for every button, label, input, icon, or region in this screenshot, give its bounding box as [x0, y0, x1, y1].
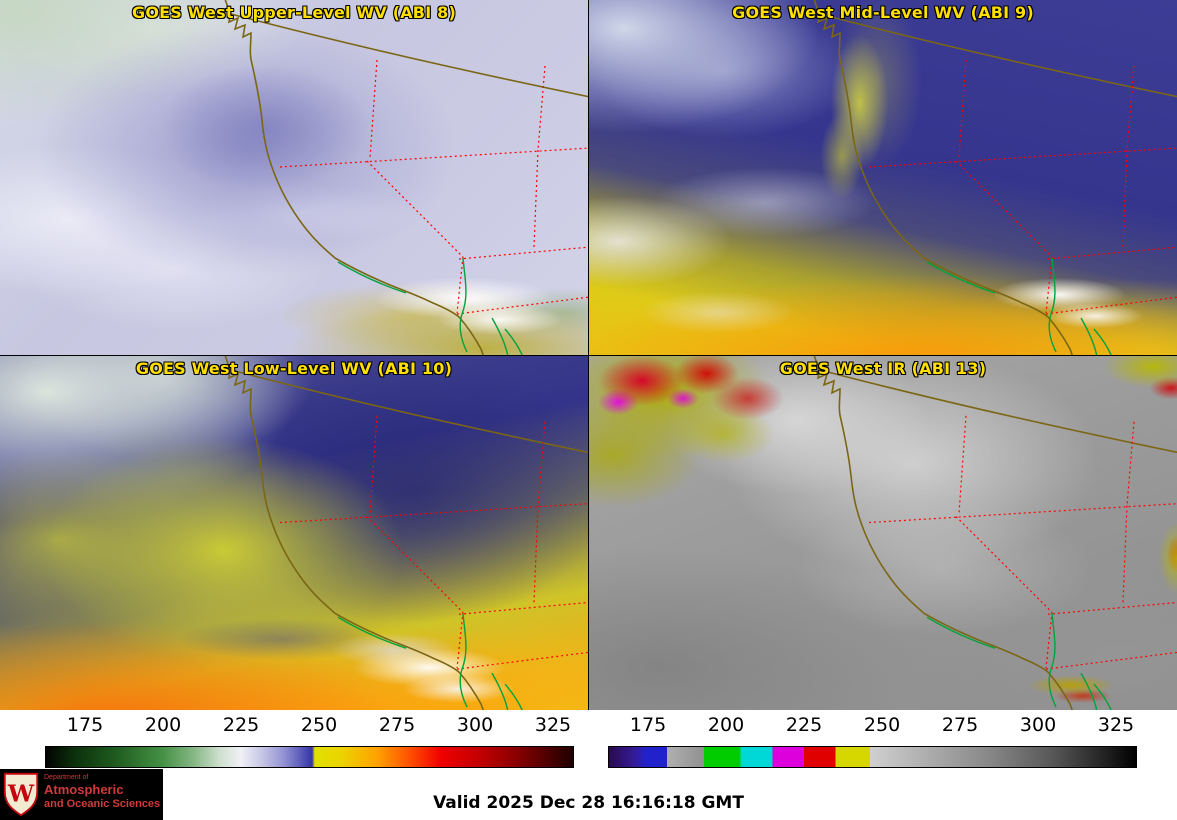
wv-colorbar-ticks: 175 200 225 250 275 300 325 [45, 714, 572, 740]
tick-label: 300 [1019, 714, 1057, 736]
tick-label: 225 [785, 714, 823, 736]
panel-low-level-wv: GOES West Low-Level WV (ABI 10) [0, 356, 588, 710]
tick-label: 200 [144, 714, 182, 736]
tick-label: 200 [707, 714, 745, 736]
tick-label: 175 [629, 714, 667, 736]
tick-label: 250 [863, 714, 901, 736]
wv-colorbar [45, 746, 574, 768]
tick-label: 300 [456, 714, 494, 736]
tick-label: 325 [1097, 714, 1135, 736]
panel-ir: GOES West IR (ABI 13) [589, 356, 1177, 710]
tick-label: 275 [941, 714, 979, 736]
tick-label: 325 [534, 714, 572, 736]
panel-title: GOES West IR (ABI 13) [779, 359, 987, 378]
svg-text:W: W [7, 780, 35, 808]
map-overlay [812, 0, 1177, 355]
valid-time: Valid 2025 Dec 28 16:16:18 GMT [433, 793, 744, 813]
logo-text: Department of Atmospheric and Oceanic Sc… [44, 773, 160, 811]
map-overlay [223, 0, 588, 355]
logo-dept: Department of [44, 774, 89, 781]
tick-label: 275 [378, 714, 416, 736]
ir-colorbar [608, 746, 1137, 768]
panel-title: GOES West Mid-Level WV (ABI 9) [732, 3, 1034, 22]
panel-mid-level-wv: GOES West Mid-Level WV (ABI 9) [589, 0, 1177, 355]
tick-label: 250 [300, 714, 338, 736]
panel-upper-level-wv: GOES West Upper-Level WV (ABI 8) [0, 0, 588, 355]
tick-label: 175 [66, 714, 104, 736]
map-overlay [812, 356, 1177, 710]
logo-line1: Atmospheric [44, 782, 124, 797]
logo-line2: and Oceanic Sciences [44, 798, 161, 810]
uw-crest-icon: W [3, 772, 39, 817]
ir-colorbar-ticks: 175 200 225 250 275 300 325 [608, 714, 1135, 740]
map-overlay [223, 356, 588, 710]
panel-title: GOES West Upper-Level WV (ABI 8) [132, 3, 456, 22]
tick-label: 225 [222, 714, 260, 736]
panel-title: GOES West Low-Level WV (ABI 10) [135, 359, 453, 378]
uw-aos-logo: W Department of Atmospheric and Oceanic … [0, 769, 163, 820]
